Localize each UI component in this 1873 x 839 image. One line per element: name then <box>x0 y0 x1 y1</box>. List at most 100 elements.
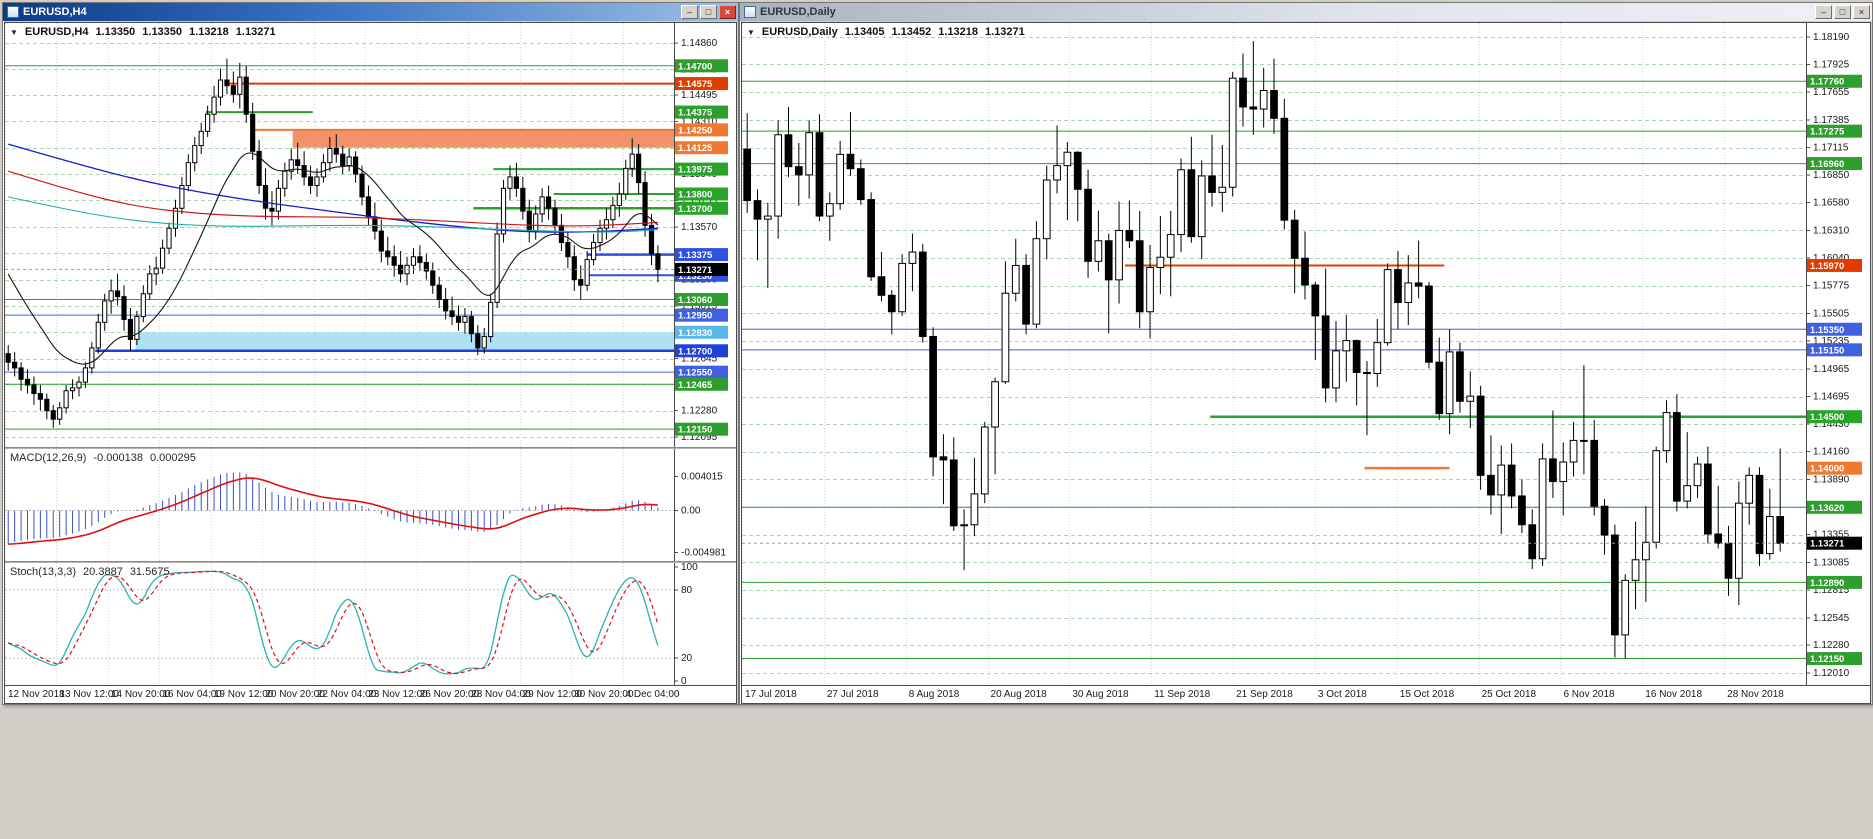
svg-text:1.13271: 1.13271 <box>1810 539 1845 550</box>
svg-text:1.14500: 1.14500 <box>1810 412 1844 423</box>
macd-signal-line <box>8 477 658 545</box>
candles <box>743 41 1785 659</box>
chart-window-icon <box>7 6 19 18</box>
svg-text:1.12700: 1.12700 <box>678 346 712 357</box>
svg-text:1.17925: 1.17925 <box>1813 59 1850 70</box>
stoch-d-line <box>8 570 659 675</box>
h4-chart-content: 1.148601.146751.144951.143101.141251.139… <box>4 22 737 704</box>
time-label: 23 Nov 12:00 <box>368 689 428 700</box>
svg-text:80: 80 <box>681 585 693 596</box>
grid-vertical <box>5 23 624 447</box>
svg-text:1.13755: 1.13755 <box>681 195 718 206</box>
grid-horizontal <box>5 43 674 438</box>
svg-text:1.14310: 1.14310 <box>681 116 718 127</box>
svg-text:1.13060: 1.13060 <box>678 295 712 306</box>
time-label: 25 Oct 2018 <box>1481 689 1537 700</box>
price-scale: 0.004015 0.00 -0.004981 <box>674 472 726 559</box>
svg-text:0.00: 0.00 <box>681 505 701 516</box>
chart-window-eurusd-h4[interactable]: EURUSD,H4 – □ × 1.148601.146751.144951.1… <box>2 2 739 705</box>
time-label: 12 Nov 2018 <box>8 689 65 700</box>
time-label: 28 Nov 04:00 <box>471 689 531 700</box>
svg-text:1.12095: 1.12095 <box>681 432 718 443</box>
daily-window-controls: – □ × <box>1815 5 1870 19</box>
svg-text:1.14000: 1.14000 <box>1810 464 1844 475</box>
svg-text:1.14495: 1.14495 <box>681 90 718 101</box>
time-label: 22 Nov 04:00 <box>316 689 377 700</box>
svg-text:0.004015: 0.004015 <box>681 472 723 483</box>
daily-price-chart[interactable]: 1.18190 1.17925 1.17655 1.17385 1.17115 1.168… <box>742 23 1870 685</box>
daily-maximize-button[interactable]: □ <box>1834 5 1851 19</box>
daily-minimize-button[interactable]: – <box>1815 5 1832 19</box>
chart-window-eurusd-daily[interactable]: EURUSD,Daily – □ × 1.18190 1.17925 1.17655… <box>739 2 1873 705</box>
svg-text:1.14965: 1.14965 <box>1813 364 1850 375</box>
daily-close-button[interactable]: × <box>1853 5 1870 19</box>
svg-text:1.12950: 1.12950 <box>678 311 712 322</box>
h4-window-controls: – □ × <box>681 5 736 19</box>
svg-text:1.14700: 1.14700 <box>678 61 712 72</box>
svg-text:1.14860: 1.14860 <box>681 38 718 49</box>
daily-chart-content: 1.18190 1.17925 1.17655 1.17385 1.17115 1.168… <box>741 22 1871 704</box>
svg-text:1.12550: 1.12550 <box>678 368 712 379</box>
svg-text:1.13800: 1.13800 <box>678 190 712 201</box>
h4-close-button[interactable]: × <box>719 5 736 19</box>
svg-text:1.13271: 1.13271 <box>678 265 713 276</box>
svg-text:1.14125: 1.14125 <box>678 143 713 154</box>
daily-title-bar[interactable]: EURUSD,Daily – □ × <box>740 3 1872 21</box>
h4-time-axis[interactable]: 12 Nov 2018 13 Nov 12:00 14 Nov 20:00 16 No… <box>5 685 736 703</box>
svg-text:1.12815: 1.12815 <box>1813 585 1850 596</box>
svg-text:1.12280: 1.12280 <box>681 406 718 417</box>
price-scale: 1.18190 1.17925 1.17655 1.17385 1.17115 1.168… <box>1806 32 1850 679</box>
macd-pane[interactable]: 0.004015 0.00 -0.004981 <box>5 449 736 561</box>
svg-text:1.18190: 1.18190 <box>1813 32 1850 43</box>
time-label: 17 Jul 2018 <box>745 689 797 700</box>
svg-text:1.15235: 1.15235 <box>1813 336 1850 347</box>
svg-text:1.13700: 1.13700 <box>678 204 712 215</box>
svg-text:1.12280: 1.12280 <box>1813 640 1850 651</box>
time-label: 30 Nov 20:00 <box>574 689 634 700</box>
price-tags: 1.17760 1.17275 1.16960 1.15970 1.15350 1.151… <box>1807 74 1862 666</box>
svg-text:-0.004981: -0.004981 <box>681 548 726 559</box>
time-label: 4 Dec 04:00 <box>625 689 680 700</box>
svg-text:1.16040: 1.16040 <box>1813 253 1850 264</box>
stochastic-pane[interactable]: 100 80 20 0 <box>5 563 736 685</box>
svg-text:1.15350: 1.15350 <box>1810 325 1844 336</box>
svg-text:1.13620: 1.13620 <box>1810 503 1844 514</box>
time-label: 29 Nov 12:00 <box>522 689 583 700</box>
grid-vertical <box>5 563 624 685</box>
price-scale: 100 80 20 0 <box>674 563 698 685</box>
time-label: 13 Nov 12:00 <box>59 689 119 700</box>
svg-text:1.17385: 1.17385 <box>1813 115 1850 126</box>
svg-text:1.17655: 1.17655 <box>1813 87 1850 98</box>
svg-text:1.16580: 1.16580 <box>1813 198 1850 209</box>
time-label: 27 Jul 2018 <box>826 689 879 700</box>
h4-title-bar[interactable]: EURUSD,H4 – □ × <box>3 3 738 21</box>
ma-black <box>7 152 659 365</box>
svg-text:1.15775: 1.15775 <box>1813 281 1850 292</box>
time-label: 11 Sep 2018 <box>1154 689 1211 700</box>
time-label: 15 Oct 2018 <box>1399 689 1455 700</box>
daily-time-axis[interactable]: 17 Jul 2018 27 Jul 2018 8 Aug 2018 20 Aug 2… <box>742 685 1870 703</box>
svg-text:1.13975: 1.13975 <box>678 165 713 176</box>
svg-text:1.12010: 1.12010 <box>1813 668 1850 679</box>
time-label: 20 Nov 20:00 <box>265 689 325 700</box>
pane-separator-macd[interactable] <box>5 447 736 449</box>
grid-vertical <box>5 449 624 561</box>
svg-text:1.16850: 1.16850 <box>1813 170 1850 181</box>
time-label: 21 Sep 2018 <box>1236 689 1293 700</box>
svg-text:1.17275: 1.17275 <box>1810 127 1845 138</box>
svg-text:1.15970: 1.15970 <box>1810 261 1844 272</box>
h4-minimize-button[interactable]: – <box>681 5 698 19</box>
svg-text:1.12465: 1.12465 <box>678 380 713 391</box>
pane-separator-stoch[interactable] <box>5 561 736 563</box>
svg-text:1.13375: 1.13375 <box>678 250 713 261</box>
svg-text:1.14695: 1.14695 <box>1813 392 1850 403</box>
svg-text:1.12830: 1.12830 <box>678 328 712 339</box>
h4-price-chart[interactable]: 1.148601.146751.144951.143101.141251.139… <box>5 23 736 447</box>
ma-blue <box>8 143 658 233</box>
ma-red <box>8 170 658 227</box>
svg-text:1.16960: 1.16960 <box>1810 159 1844 170</box>
h4-maximize-button[interactable]: □ <box>700 5 717 19</box>
svg-text:1.14430: 1.14430 <box>1813 419 1850 430</box>
svg-text:1.17115: 1.17115 <box>1813 143 1849 154</box>
svg-text:1.14375: 1.14375 <box>678 108 713 119</box>
